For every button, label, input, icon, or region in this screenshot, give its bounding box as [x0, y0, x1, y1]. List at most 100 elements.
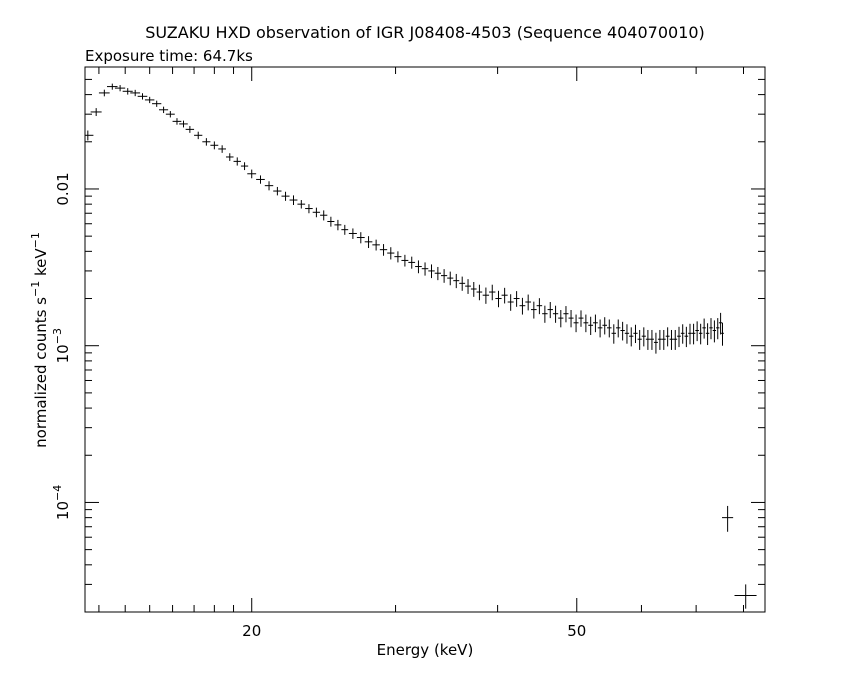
data-point [364, 236, 373, 249]
data-point [379, 244, 388, 256]
data-point [482, 287, 490, 304]
axis-ticks [85, 66, 765, 613]
data-point [356, 232, 365, 244]
data-point [573, 314, 579, 333]
data-point [649, 329, 654, 350]
data-point [341, 224, 349, 235]
data-point [320, 210, 328, 221]
data-point [401, 254, 409, 267]
data-point [372, 239, 380, 251]
data-point [721, 322, 724, 346]
data-point [568, 309, 574, 328]
x-tick-label: 20 [242, 622, 261, 640]
data-point [334, 219, 342, 231]
data-point [709, 318, 713, 340]
data-point [85, 130, 94, 141]
data-point [716, 318, 720, 340]
data-point [629, 327, 634, 347]
data-point [465, 279, 471, 294]
data-point [607, 319, 612, 338]
data-point [657, 329, 662, 350]
data-point [489, 284, 496, 301]
data-point [172, 118, 182, 125]
data-point [513, 291, 520, 307]
data-point [289, 195, 298, 206]
data-point [159, 106, 169, 114]
data-point [705, 323, 710, 346]
y-axis-label: normalized counts s−1 keV−1 [29, 232, 50, 448]
data-point [718, 312, 723, 335]
data-point [542, 305, 548, 323]
data-point [441, 269, 448, 283]
data-point [107, 83, 118, 90]
data-point [583, 314, 589, 333]
data-point [633, 324, 638, 344]
data-point [695, 321, 699, 342]
data-point [661, 329, 666, 350]
data-point [165, 111, 175, 118]
data-point [501, 287, 508, 304]
data-point [447, 271, 454, 286]
x-tick-label: 50 [567, 622, 586, 640]
data-point [722, 505, 734, 532]
data-point [202, 138, 211, 146]
data-point [602, 317, 608, 335]
data-point [691, 323, 696, 345]
data-point [712, 320, 717, 343]
data-point [684, 326, 689, 348]
data-point [611, 324, 617, 344]
data-point [210, 141, 219, 150]
data-point [434, 266, 442, 281]
data-point [152, 100, 162, 107]
data-point [558, 309, 564, 328]
data-point [578, 310, 584, 327]
data-point [256, 175, 265, 184]
data-point [547, 302, 553, 319]
data-point [680, 324, 685, 344]
data-point [225, 153, 234, 161]
data-point [645, 329, 650, 350]
data-point [348, 228, 357, 239]
data-point [179, 120, 188, 128]
data-point [536, 298, 543, 315]
data-point [665, 327, 670, 347]
data-point [122, 88, 133, 95]
data-point [653, 332, 658, 354]
data-point [90, 108, 102, 117]
data-point [408, 256, 416, 269]
data-point [240, 162, 249, 171]
data-point [312, 207, 321, 218]
x-axis-label: Energy (keV) [377, 641, 474, 659]
data-point [421, 262, 429, 276]
y-tick-label: 0.01 [54, 172, 72, 205]
data-point [593, 314, 598, 333]
y-tick-label: 10−4 [51, 485, 72, 520]
data-point [476, 284, 483, 301]
data-point [525, 294, 532, 311]
data-point [144, 96, 155, 104]
data-points [85, 83, 757, 609]
data-point [281, 191, 290, 201]
data-point [597, 319, 603, 338]
chart-title: SUZAKU HXD observation of IGR J08408-450… [145, 23, 705, 42]
data-point [98, 89, 110, 97]
data-point [194, 131, 203, 140]
data-point [137, 93, 148, 100]
data-point [620, 321, 625, 341]
data-point [459, 276, 466, 291]
data-point [552, 305, 559, 323]
plot-frame [84, 66, 766, 613]
data-point [641, 327, 646, 347]
data-point [415, 260, 422, 274]
data-point [233, 157, 241, 166]
data-point [428, 264, 435, 279]
data-point [616, 319, 621, 338]
data-point [264, 181, 274, 191]
data-point [394, 251, 402, 263]
data-point [453, 273, 460, 289]
data-point [588, 316, 594, 336]
data-point [130, 89, 141, 97]
data-point [327, 216, 335, 227]
data-point [305, 204, 313, 214]
